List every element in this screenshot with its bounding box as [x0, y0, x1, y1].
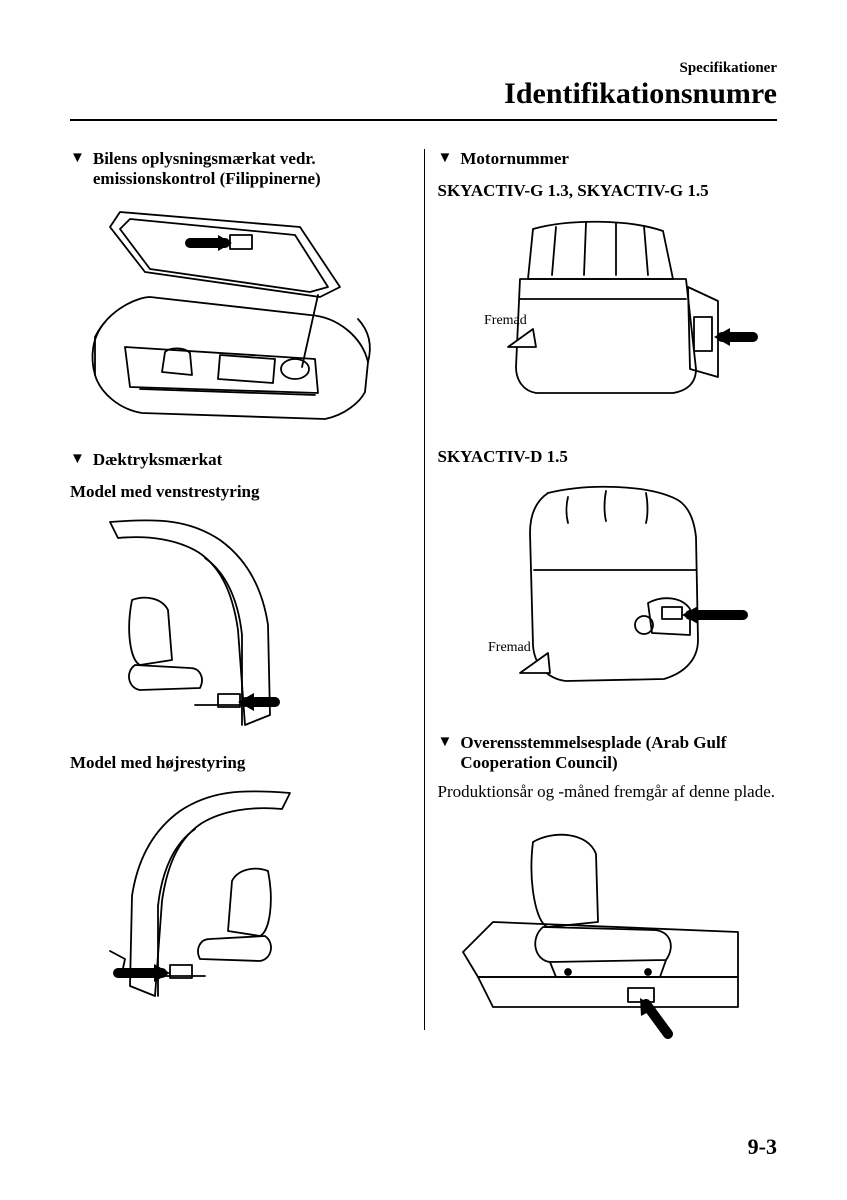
column-divider — [424, 149, 425, 1030]
marker-icon: ▼ — [438, 150, 453, 167]
subtitle-skyactiv-d: SKYACTIV-D 1.5 — [438, 447, 778, 467]
compliance-body-text: Produktionsår og -måned fremgår af denne… — [438, 781, 778, 804]
heading-emission: ▼ Bilens oplysningsmærkat vedr. emission… — [70, 149, 410, 189]
right-column: ▼ Motornummer SKYACTIV-G 1.3, SKYACTIV-G… — [424, 149, 778, 1060]
heading-engine-number-text: Motornummer — [460, 149, 569, 169]
heading-tire-text: Dæktryksmærkat — [93, 450, 222, 470]
subtitle-skyactiv-g: SKYACTIV-G 1.3, SKYACTIV-G 1.5 — [438, 181, 778, 201]
heading-compliance-plate: ▼ Overensstemmelsesplade (Arab Gulf Coop… — [438, 733, 778, 773]
subtitle-lhd: Model med venstrestyring — [70, 482, 410, 502]
heading-compliance-text: Overensstemmelsesplade (Arab Gulf Cooper… — [460, 733, 777, 773]
figure-engine-d: Fremad — [438, 475, 778, 715]
content-columns: ▼ Bilens oplysningsmærkat vedr. emission… — [70, 149, 777, 1060]
marker-icon: ▼ — [70, 451, 85, 468]
marker-icon: ▼ — [438, 734, 453, 751]
section-label: Specifikationer — [70, 60, 777, 77]
figure-hood — [70, 197, 410, 432]
figure-lhd-door — [70, 510, 410, 735]
left-column: ▼ Bilens oplysningsmærkat vedr. emission… — [70, 149, 424, 1060]
figure-engine-g: Fremad — [438, 209, 778, 429]
subtitle-rhd: Model med højrestyring — [70, 753, 410, 773]
page-title: Identifikationsnumre — [70, 77, 777, 111]
label-forward-d: Fremad — [488, 640, 531, 655]
label-forward-g: Fremad — [484, 313, 527, 328]
figure-rhd-door — [70, 781, 410, 1006]
marker-icon: ▼ — [70, 150, 85, 167]
title-rule — [70, 119, 777, 121]
heading-tire-label: ▼ Dæktryksmærkat — [70, 450, 410, 470]
page-header: Specifikationer Identifikationsnumre — [70, 60, 777, 111]
heading-engine-number: ▼ Motornummer — [438, 149, 778, 169]
page-number: 9-3 — [748, 1134, 777, 1160]
heading-emission-text: Bilens oplysningsmærkat vedr. emissionsk… — [93, 149, 410, 189]
figure-compliance-seat — [438, 812, 778, 1042]
